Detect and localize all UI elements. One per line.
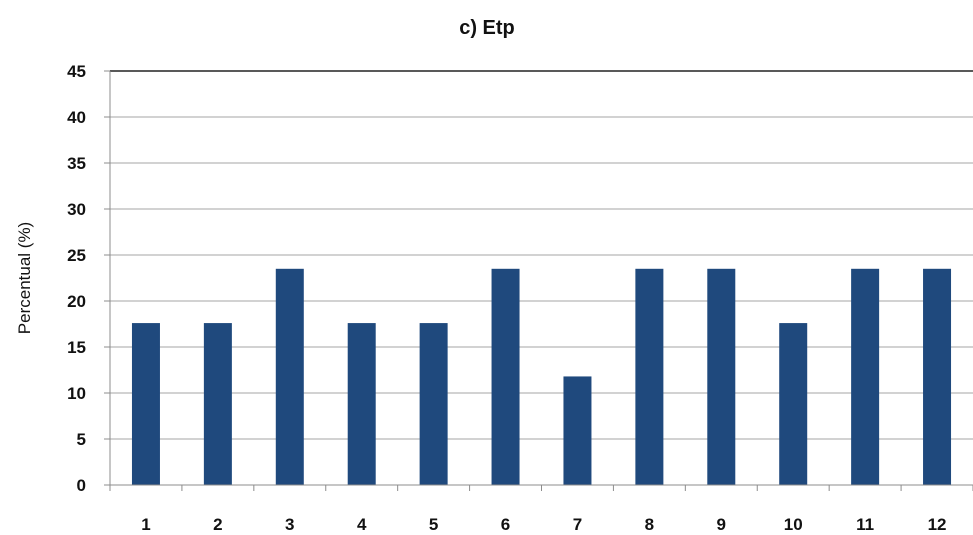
y-tick-label: 15 [67, 338, 86, 357]
x-tick-label: 7 [573, 515, 582, 534]
x-tick-label: 4 [357, 515, 367, 534]
y-axis-label: Percentual (%) [15, 222, 34, 334]
x-tick-label: 1 [141, 515, 150, 534]
y-tick-label: 5 [77, 430, 86, 449]
y-tick-label: 45 [67, 62, 86, 81]
bar-5 [419, 323, 448, 485]
x-tick-label: 3 [285, 515, 294, 534]
bar-10 [779, 323, 808, 485]
bars [131, 268, 952, 485]
x-tick-label: 6 [501, 515, 510, 534]
x-tick-label: 10 [784, 515, 803, 534]
y-tick-label: 35 [67, 154, 86, 173]
x-tick-label: 11 [856, 515, 874, 534]
y-tick-label: 20 [67, 292, 86, 311]
x-tick-label: 5 [429, 515, 438, 534]
gridlines [110, 70, 973, 440]
bar-7 [563, 376, 592, 485]
x-tick-label: 8 [645, 515, 654, 534]
bar-9 [707, 268, 736, 485]
x-tick-labels: 1 2 3 4 5 6 7 8 9 10 11 12 [141, 515, 946, 534]
y-tick-label: 10 [67, 384, 86, 403]
bar-8 [635, 268, 664, 485]
bar-2 [203, 323, 232, 485]
y-tick-label: 0 [77, 476, 86, 495]
axes [104, 70, 973, 491]
y-tick-label: 40 [67, 108, 86, 127]
chart-title: c) Etp [459, 17, 515, 39]
bar-3 [275, 268, 304, 485]
y-tick-label: 25 [67, 246, 86, 265]
bar-11 [851, 268, 880, 485]
x-tick-label: 2 [213, 515, 222, 534]
y-tick-labels: 0 5 10 15 20 25 30 35 40 45 [67, 62, 86, 495]
x-tick-label: 12 [928, 515, 947, 534]
bar-4 [347, 323, 376, 485]
bar-6 [491, 268, 520, 485]
y-tick-label: 30 [67, 200, 86, 219]
bar-12 [923, 268, 952, 485]
bar-1 [131, 323, 160, 485]
x-tick-label: 9 [717, 515, 726, 534]
